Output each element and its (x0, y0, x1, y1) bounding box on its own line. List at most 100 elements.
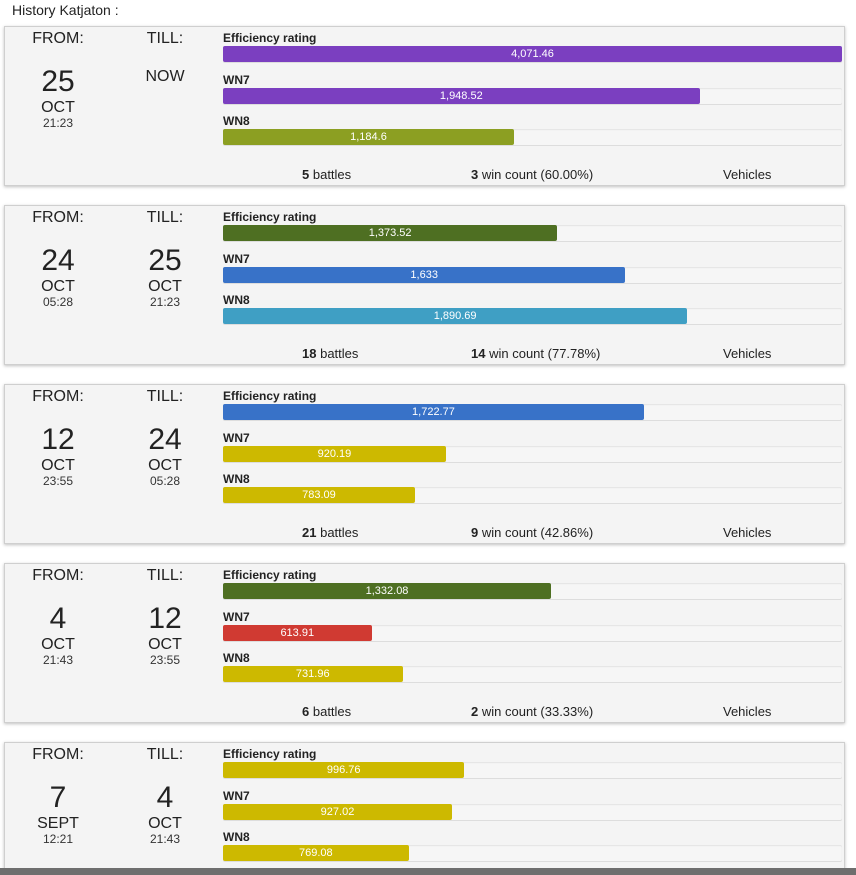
battles-label: battles (312, 704, 352, 719)
metric-efficiency-rating: Efficiency rating 4,071.46 (223, 31, 842, 62)
till-day: 24 (148, 423, 182, 456)
from-time: 23:55 (42, 474, 74, 488)
progress-bar: 769.08 (223, 845, 409, 861)
progress-bar: 783.09 (223, 487, 415, 503)
win-stat: 3 win count (60.00%) (471, 167, 593, 182)
till-label: TILL: (146, 388, 184, 405)
metric-wn7: WN7 927.02 (223, 789, 842, 820)
progress-track: 996.76 (223, 762, 842, 778)
from-label: FROM: (32, 746, 84, 763)
progress-track: 783.09 (223, 487, 842, 503)
vehicles-link[interactable]: Vehicles (723, 525, 772, 540)
till-time: 21:23 (149, 295, 181, 309)
from-day: 24 (41, 244, 75, 277)
progress-track: 1,722.77 (223, 404, 842, 420)
progress-track: 1,633 (223, 267, 842, 283)
from-month: SEPT (37, 815, 79, 832)
battles-label: battles (320, 346, 359, 361)
metric-label: WN8 (223, 830, 250, 844)
win-label: win count (481, 525, 537, 540)
from-time: 12:21 (42, 832, 74, 846)
metric-label: WN7 (223, 431, 250, 445)
from-month: OCT (41, 278, 75, 295)
battles-label: battles (312, 167, 352, 182)
till-time: 23:55 (149, 653, 181, 667)
progress-bar: 1,373.52 (223, 225, 558, 241)
win-count: 2 (471, 704, 479, 719)
from-day: 12 (41, 423, 75, 456)
from-label: FROM: (32, 30, 84, 47)
from-time: 05:28 (42, 295, 74, 309)
progress-track: 613.91 (223, 625, 842, 641)
from-date: 25 OCT 21:23 (8, 67, 108, 130)
metric-label: WN8 (223, 114, 250, 128)
history-card: FROM: TILL: 12 OCT 23:55 24 OCT 05:28 Efficiency… (4, 384, 845, 544)
till-date: 24 OCT 05:28 (115, 423, 215, 488)
progress-bar: 4,071.46 (223, 46, 842, 62)
win-count: 3 (471, 167, 479, 182)
stats-row: 6 battles 2 win count (33.33%) Vehicles (223, 704, 842, 720)
vehicles-link[interactable]: Vehicles (723, 346, 772, 361)
progress-track: 1,184.6 (223, 129, 842, 145)
page-title: History Katjaton : (12, 2, 119, 18)
metric-label: Efficiency rating (223, 389, 317, 403)
battles-stat: 21 battles (302, 525, 358, 540)
metric-label: Efficiency rating (223, 747, 317, 761)
metric-wn8: WN8 731.96 (223, 651, 842, 682)
metric-wn8: WN8 1,184.6 (223, 114, 842, 145)
progress-track: 1,890.69 (223, 308, 842, 324)
from-date: 7 SEPT 12:21 (8, 781, 108, 846)
metric-wn7: WN7 1,633 (223, 252, 842, 283)
battles-stat: 18 battles (302, 346, 358, 361)
progress-bar: 1,332.08 (223, 583, 552, 599)
from-day: 7 (49, 781, 67, 814)
metric-label: WN8 (223, 651, 250, 665)
metric-efficiency-rating: Efficiency rating 996.76 (223, 747, 842, 778)
progress-bar: 927.02 (223, 804, 453, 820)
win-stat: 14 win count (77.78%) (471, 346, 600, 361)
till-date: 12 OCT 23:55 (115, 602, 215, 667)
history-card: FROM: TILL: 24 OCT 05:28 25 OCT 21:23 Efficiency… (4, 205, 845, 365)
metric-wn7: WN7 1,948.52 (223, 73, 842, 104)
from-month: OCT (41, 99, 75, 116)
win-label: win count (489, 346, 545, 361)
vehicles-link[interactable]: Vehicles (723, 167, 772, 182)
metric-wn8: WN8 769.08 (223, 830, 842, 861)
till-day: 12 (148, 602, 182, 635)
metric-label: WN8 (223, 472, 250, 486)
till-date: 25 OCT 21:23 (115, 246, 215, 309)
from-month: OCT (41, 636, 75, 653)
till-time: 05:28 (149, 474, 181, 488)
progress-track: 4,071.46 (223, 46, 842, 62)
battles-label: battles (320, 525, 359, 540)
win-percent: (33.33%) (540, 704, 594, 719)
progress-bar: 1,722.77 (223, 404, 644, 420)
progress-track: 731.96 (223, 666, 842, 682)
history-card: FROM: TILL: 4 OCT 21:43 12 OCT 23:55 Efficiency … (4, 563, 845, 723)
battles-count: 5 (302, 167, 310, 182)
progress-track: 769.08 (223, 845, 842, 861)
win-count: 9 (471, 525, 479, 540)
till-label: TILL: (146, 209, 184, 226)
win-percent: (42.86%) (540, 525, 594, 540)
from-label: FROM: (32, 388, 84, 405)
battles-count: 18 (302, 346, 317, 361)
win-percent: (60.00%) (540, 167, 594, 182)
till-label: TILL: (146, 30, 184, 47)
progress-bar: 731.96 (223, 666, 403, 682)
win-stat: 2 win count (33.33%) (471, 704, 593, 719)
vehicles-link[interactable]: Vehicles (723, 704, 772, 719)
stats-row: 5 battles 3 win count (60.00%) Vehicles (223, 167, 842, 183)
from-day: 4 (49, 602, 67, 635)
progress-track: 1,332.08 (223, 583, 842, 599)
till-time: 21:43 (149, 832, 181, 846)
metric-label: WN7 (223, 252, 250, 266)
stats-row: 18 battles 14 win count (77.78%) Vehicles (223, 346, 842, 362)
progress-bar: 1,948.52 (223, 88, 700, 104)
metric-label: WN8 (223, 293, 250, 307)
metric-efficiency-rating: Efficiency rating 1,722.77 (223, 389, 842, 420)
from-time: 21:43 (42, 653, 74, 667)
win-count: 14 (471, 346, 486, 361)
stats-row: 21 battles 9 win count (42.86%) Vehicles (223, 525, 842, 541)
progress-track: 1,948.52 (223, 88, 842, 104)
